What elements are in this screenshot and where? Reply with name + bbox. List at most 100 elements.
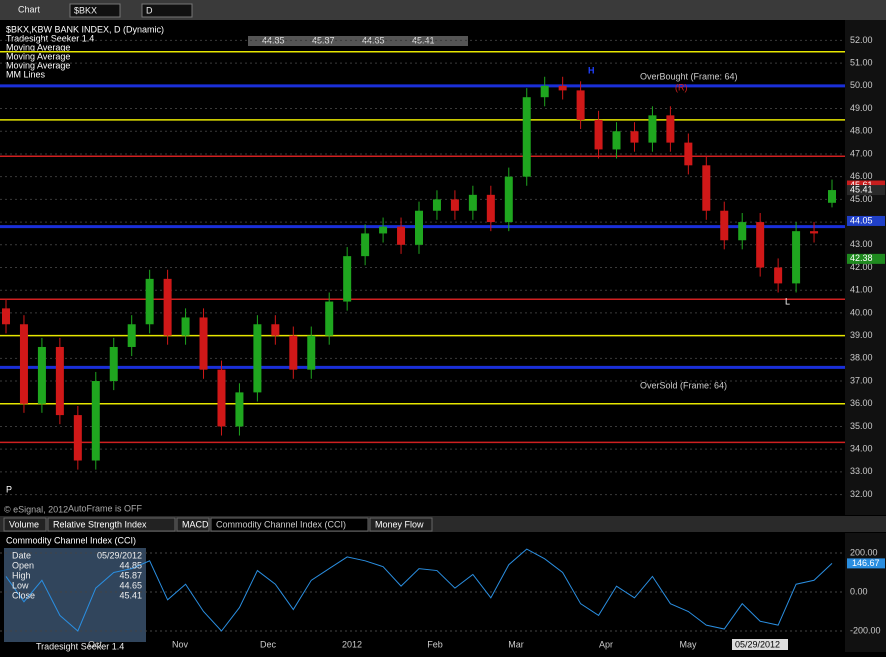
info-value: 44.65 [362,35,385,45]
annotation: (R) [675,82,688,92]
annotation: L [785,296,790,306]
candle-body [361,233,370,257]
candle-body [720,210,729,241]
price-axis-bg [845,20,886,515]
x-tick-label: Dec [260,639,277,649]
candle-body [594,119,603,150]
data-window-cell: Date [12,550,31,560]
annotation: OverSold (Frame: 64) [640,380,727,390]
candle-body [540,85,549,98]
tab[interactable] [369,517,433,532]
cci-badge-label: 146.67 [852,558,880,568]
candle-body [91,381,100,461]
x-tick-label: Mar [508,639,524,649]
interval-box[interactable] [141,3,193,18]
interval[interactable]: D [146,5,153,15]
candle-body [792,231,801,284]
cci-tick-label: -200.00 [850,625,881,635]
candle-body [2,308,10,325]
legend-entry: Moving Average [6,42,70,52]
legend-entry: Moving Average [6,51,70,61]
annotation: AutoFrame is OFF [68,503,143,513]
data-window-cell: High [12,570,31,580]
candle-body [127,324,136,347]
x-tick-label: 2012 [342,639,362,649]
y-tick-label: 46.00 [850,171,873,181]
symbol[interactable]: $BKX [74,5,97,15]
symbol-box[interactable] [69,3,121,18]
cci-panel [0,533,886,652]
y-tick-label: 32.00 [850,489,873,499]
tab[interactable] [210,517,369,532]
y-tick-label: 50.00 [850,80,873,90]
candle-body [217,369,226,427]
cci-title: Commodity Channel Index (CCI) [6,535,136,545]
y-tick-label: 33.00 [850,466,873,476]
candle-body [684,142,693,166]
cursor-date-box [732,639,788,650]
cci-badge [847,558,885,569]
y-tick-label: 39.00 [850,330,873,340]
candle-body [415,210,423,245]
candle-body [19,324,28,404]
cursor-date: 05/29/2012 [735,639,780,649]
y-tick-label: 45.00 [850,194,873,204]
x-tick-label: May [679,639,697,649]
candle-body [379,226,388,234]
candle-body [738,222,747,241]
data-window-cell: 44.85 [119,560,142,570]
y-tick-label: 52.00 [850,35,873,45]
annotation: OverBought (Frame: 64) [640,71,738,81]
annotation: © eSignal, 2012 [4,504,68,514]
y-tick-label: 51.00 [850,58,873,68]
price-badge-label: 45.61 [850,180,873,190]
y-tick-label: 48.00 [850,126,873,136]
data-window-cell: 45.41 [119,590,142,600]
tab-label[interactable]: Money Flow [375,519,424,529]
candle-body [325,301,334,336]
candle-body [271,324,280,336]
tab-label[interactable]: Volume [9,519,39,529]
y-tick-label: 40.00 [850,307,873,317]
candle-body [468,194,477,211]
candle-body [756,222,765,268]
candle-body [181,317,190,336]
candle-body [253,324,262,393]
tab[interactable] [176,517,210,532]
candle-body [199,317,208,370]
tab-label[interactable]: Commodity Channel Index (CCI) [216,519,346,529]
price-badge-label: 44.05 [850,215,873,225]
annotation: P [6,484,12,494]
data-window-footer: Tradesight Seeker 1.4 [36,641,124,651]
y-tick-label: 34.00 [850,444,873,454]
candle-body [558,85,567,91]
info-value: 45.41 [412,35,435,45]
candle-body [235,392,244,427]
y-tick-label: 36.00 [850,398,873,408]
data-window [4,548,146,642]
y-tick-label: 37.00 [850,375,873,385]
tab[interactable] [47,517,176,532]
annotation: H [588,65,595,75]
candle-body [343,256,352,302]
y-tick-label: 49.00 [850,103,873,113]
tab-label[interactable]: Relative Strength Index [53,519,147,529]
candle-body [397,226,406,245]
tab[interactable] [3,517,47,532]
y-tick-label: 42.00 [850,262,873,272]
price-badge-label: 42.38 [850,253,873,263]
data-window-cell: Low [12,580,29,590]
price-badge [847,215,885,226]
candle-body [522,97,531,177]
candle-body [289,335,298,370]
candle-body [648,115,657,143]
cci-tick-label: 0.00 [850,586,868,596]
candle-body [612,131,621,150]
legend-entry: Moving Average [6,60,70,70]
price-badge [847,253,885,264]
legend-entry: Tradesight Seeker 1.4 [6,33,94,43]
tab-label[interactable]: MACD [182,519,209,529]
data-window-cell: 45.87 [119,570,142,580]
y-tick-label: 38.00 [850,353,873,363]
cci-tick-label: 200.00 [850,547,878,557]
